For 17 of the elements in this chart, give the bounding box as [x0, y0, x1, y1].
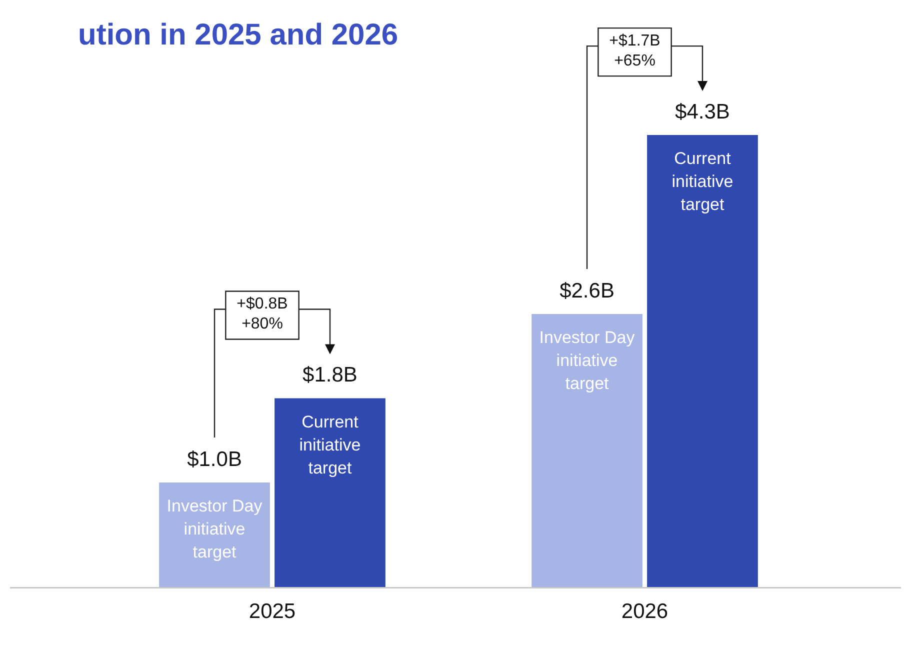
text: Current initiative target: [672, 149, 734, 214]
text: Investor Day initiative target: [166, 496, 262, 562]
series-label: Investor Day initiative target: [539, 328, 636, 394]
chart-title: ution in 2025 and 2026: [78, 18, 398, 52]
data-label: $2.6B: [560, 279, 614, 302]
series-label: Current initiative target: [299, 412, 361, 478]
bar: [159, 482, 270, 588]
bar: [647, 135, 758, 588]
data-label: $1.8B: [302, 364, 358, 387]
bar: [532, 314, 642, 588]
data-label: $4.3B: [675, 100, 730, 124]
text: +$1.7B +65%: [609, 32, 660, 70]
x-tick-label: 2025: [248, 600, 296, 624]
x-tick-label: 2026: [621, 600, 668, 624]
bar: [274, 398, 386, 588]
annotation: +$0.8B +80%: [236, 296, 288, 333]
data-label: $1.0B: [187, 448, 242, 471]
